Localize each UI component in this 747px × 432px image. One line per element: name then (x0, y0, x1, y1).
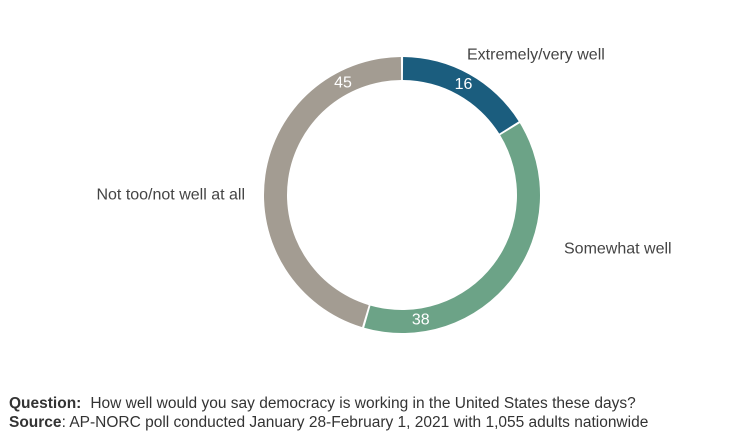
category-labels: Extremely/very well Somewhat well Not too/… (96, 47, 671, 258)
slice-somewhat-well (364, 123, 540, 333)
chart-footer: Question: How well would you say democrac… (9, 394, 739, 432)
category-label-not-too-not-well-at-all: Not too/not well at all (96, 187, 245, 204)
source-text: : AP-NORC poll conducted January 28-Febr… (61, 414, 649, 431)
question-label: Question: (9, 395, 82, 412)
question-text: How well would you say democracy is work… (90, 395, 636, 412)
slice-extremely-very-well (402, 57, 519, 134)
value-label-somewhat-well: 38 (412, 312, 430, 329)
category-label-somewhat-well: Somewhat well (564, 241, 672, 258)
donut-slices (264, 57, 540, 333)
slice-value-labels: 16 38 45 (334, 75, 472, 329)
slice-not-too-not-well-at-all (264, 57, 402, 328)
value-label-extremely-very-well: 16 (455, 76, 473, 93)
category-label-extremely-very-well: Extremely/very well (467, 47, 605, 64)
question-line: Question: How well would you say democrac… (9, 394, 739, 413)
source-line: Source: AP-NORC poll conducted January 2… (9, 413, 739, 432)
source-label: Source (9, 414, 62, 431)
value-label-not-too-not-well-at-all: 45 (334, 75, 352, 92)
